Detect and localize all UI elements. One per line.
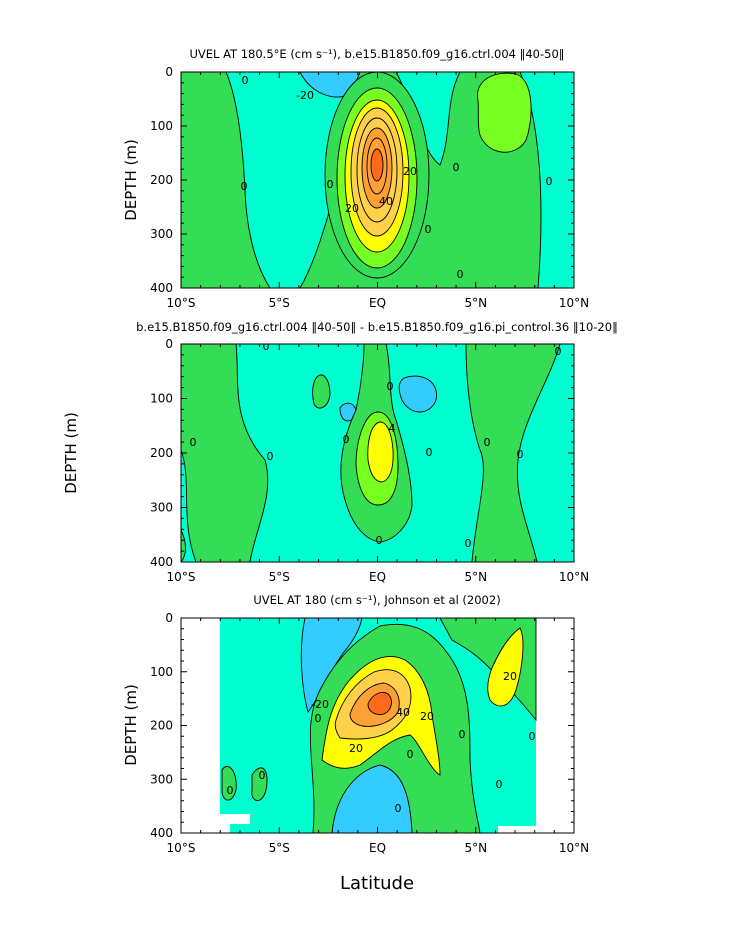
x-tick-label: 5°S <box>269 296 290 310</box>
contour-label: 0 <box>529 730 536 743</box>
figure-xlabel: Latitude <box>340 873 414 894</box>
contour-label: 0 <box>457 268 464 281</box>
x-tick-label: 10°S <box>167 570 196 584</box>
panel-2: b.e15.B1850.f09_g16.ctrl.004 ‖40-50‖ - b… <box>62 320 618 584</box>
panel-2-title: b.e15.B1850.f09_g16.ctrl.004 ‖40-50‖ - b… <box>136 320 618 334</box>
contour-label: 0 <box>546 175 553 188</box>
x-tick-label: EQ <box>369 841 386 855</box>
y-tick-label: 100 <box>150 665 173 679</box>
x-tick-label: 5°N <box>464 841 487 855</box>
y-tick-label: 400 <box>150 281 173 295</box>
panel-1: UVEL AT 180.5°E (cm s⁻¹), b.e15.B1850.f0… <box>122 47 589 310</box>
panel-3-green-west-patch <box>221 765 237 801</box>
contour-label: 0 <box>425 223 432 236</box>
y-tick-label: 300 <box>150 227 173 241</box>
x-tick-label: 5°N <box>464 296 487 310</box>
panel-2-sky-patch-east <box>398 375 437 413</box>
contour-label: 0 <box>459 728 466 741</box>
contour-label: 0 <box>267 450 274 463</box>
contour-label: 0 <box>227 784 234 797</box>
y-tick-label: 100 <box>150 119 173 133</box>
contour-label: 0 <box>263 340 270 353</box>
contour-label: 40 <box>396 706 410 719</box>
x-tick-label: EQ <box>369 296 386 310</box>
panel-3-green-west-patch-2 <box>251 767 268 801</box>
y-tick-label: 300 <box>150 501 173 515</box>
x-tick-label: 10°N <box>559 296 589 310</box>
y-tick-label: 200 <box>150 173 173 187</box>
panel-1-lime-region <box>477 72 532 153</box>
panel-2-green-patch-north <box>312 374 331 409</box>
contour-label: 0 <box>395 802 402 815</box>
contour-label: 0 <box>241 180 248 193</box>
panel-2-contour-4 <box>367 421 394 483</box>
contour-label: 0 <box>259 769 266 782</box>
x-tick-label: 5°S <box>269 841 290 855</box>
y-tick-label: 0 <box>165 65 173 79</box>
contour-label: 4 <box>389 422 396 435</box>
contour-label: 20 <box>345 202 359 215</box>
y-tick-label: 400 <box>150 555 173 569</box>
panel-3: UVEL AT 180 (cm s⁻¹), Johnson et al (200… <box>122 593 589 855</box>
contour-label: 20 <box>503 670 517 683</box>
contour-label: 0 <box>190 436 197 449</box>
y-tick-label: 100 <box>150 392 173 406</box>
contour-label: 0 <box>327 178 334 191</box>
y-tick-label: 400 <box>150 826 173 840</box>
panel-1-contours: 0 -20 0 0 20 20 40 0 0 0 0 <box>181 72 574 288</box>
contour-label: 20 <box>349 742 363 755</box>
contour-label: 0 <box>407 748 414 761</box>
y-tick-label: 300 <box>150 772 173 786</box>
panel-3-title: UVEL AT 180 (cm s⁻¹), Johnson et al (200… <box>253 593 500 607</box>
panel-2-contour-labels: 0 0 0 0 0 0 4 0 0 0 0 0 <box>190 340 562 550</box>
contour-label: 0 <box>426 446 433 459</box>
contour-label: 0 <box>453 161 460 174</box>
x-tick-label: 5°S <box>269 570 290 584</box>
panel-1-contour-80 <box>370 148 384 182</box>
x-tick-label: 5°N <box>464 570 487 584</box>
contour-label: 0 <box>343 433 350 446</box>
contour-label: 0 <box>376 534 383 547</box>
contour-label: 0 <box>315 712 322 725</box>
contour-label: 0 <box>517 448 524 461</box>
contour-label: -20 <box>296 89 314 102</box>
panel-3-lime-east <box>487 627 524 707</box>
y-tick-label: 0 <box>165 611 173 625</box>
x-tick-label: 10°S <box>167 296 196 310</box>
contour-label: 20 <box>403 165 417 178</box>
panel-2-ylabel: DEPTH (m) <box>62 412 80 494</box>
panel-3-contour-70 <box>367 692 392 715</box>
panel-1-euc-core <box>324 72 430 279</box>
x-tick-label: 10°N <box>559 570 589 584</box>
y-tick-label: 200 <box>150 719 173 733</box>
panel-1-title: UVEL AT 180.5°E (cm s⁻¹), b.e15.B1850.f0… <box>189 47 564 61</box>
contour-label: 0 <box>387 380 394 393</box>
contour-label: 0 <box>484 436 491 449</box>
y-tick-label: 200 <box>150 446 173 460</box>
panel-2-green-band-west <box>181 344 269 562</box>
contour-label: 40 <box>379 195 393 208</box>
panel-1-contour-labels: 0 -20 0 0 20 20 40 0 0 0 0 <box>241 74 553 281</box>
x-tick-label: 10°S <box>167 841 196 855</box>
panel-1-ylabel: DEPTH (m) <box>122 139 140 221</box>
x-tick-label: EQ <box>369 570 386 584</box>
x-tick-label: 10°N <box>559 841 589 855</box>
panel-2-contours: 0 0 0 0 0 0 4 0 0 0 0 0 <box>181 340 574 562</box>
contour-label: 0 <box>496 778 503 791</box>
panel-3-ylabel: DEPTH (m) <box>122 684 140 766</box>
contour-label: 0 <box>242 74 249 87</box>
contour-label: 0 <box>555 345 562 358</box>
contour-label: -20 <box>311 698 329 711</box>
contour-label: 20 <box>420 710 434 723</box>
contour-label: 0 <box>465 537 472 550</box>
y-tick-label: 0 <box>165 337 173 351</box>
